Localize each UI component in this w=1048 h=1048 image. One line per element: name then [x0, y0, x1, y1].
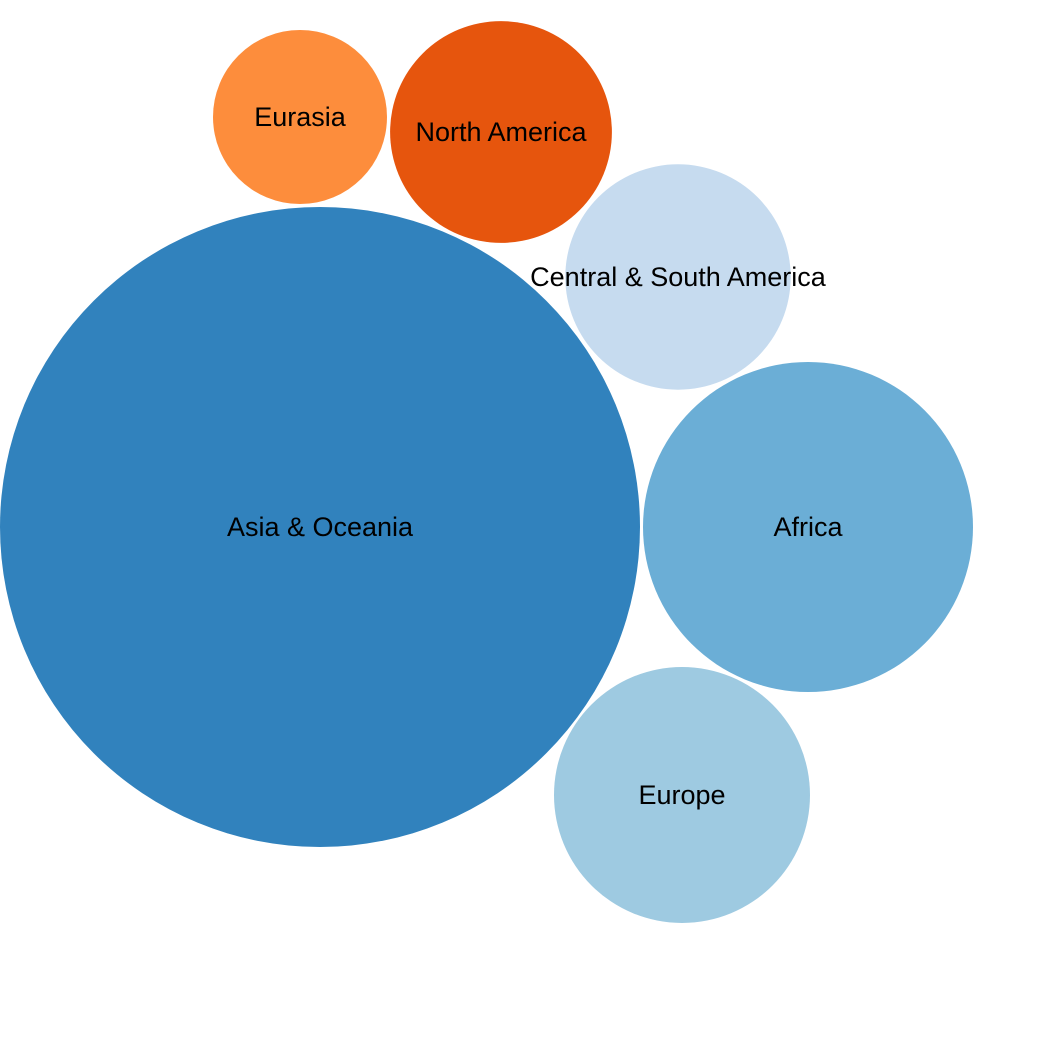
- bubble-label-eurasia: Eurasia: [254, 102, 347, 132]
- bubble-label-north-america: North America: [415, 117, 587, 147]
- bubble-asia-and-oceania[interactable]: [0, 207, 640, 847]
- bubble-europe[interactable]: [554, 667, 810, 923]
- bubbles-layer: [0, 21, 973, 923]
- bubble-label-africa: Africa: [773, 512, 843, 542]
- bubble-label-central-and-south-america: Central & South America: [530, 262, 827, 292]
- bubble-africa[interactable]: [643, 362, 973, 692]
- bubble-north-america[interactable]: [390, 21, 612, 243]
- bubble-eurasia[interactable]: [213, 30, 387, 204]
- bubble-central-and-south-america[interactable]: [565, 164, 791, 390]
- labels-layer: Asia & Oceania Africa Europe Central & Sout…: [227, 102, 844, 810]
- bubble-label-asia-and-oceania: Asia & Oceania: [227, 512, 414, 542]
- bubble-label-europe: Europe: [638, 780, 725, 810]
